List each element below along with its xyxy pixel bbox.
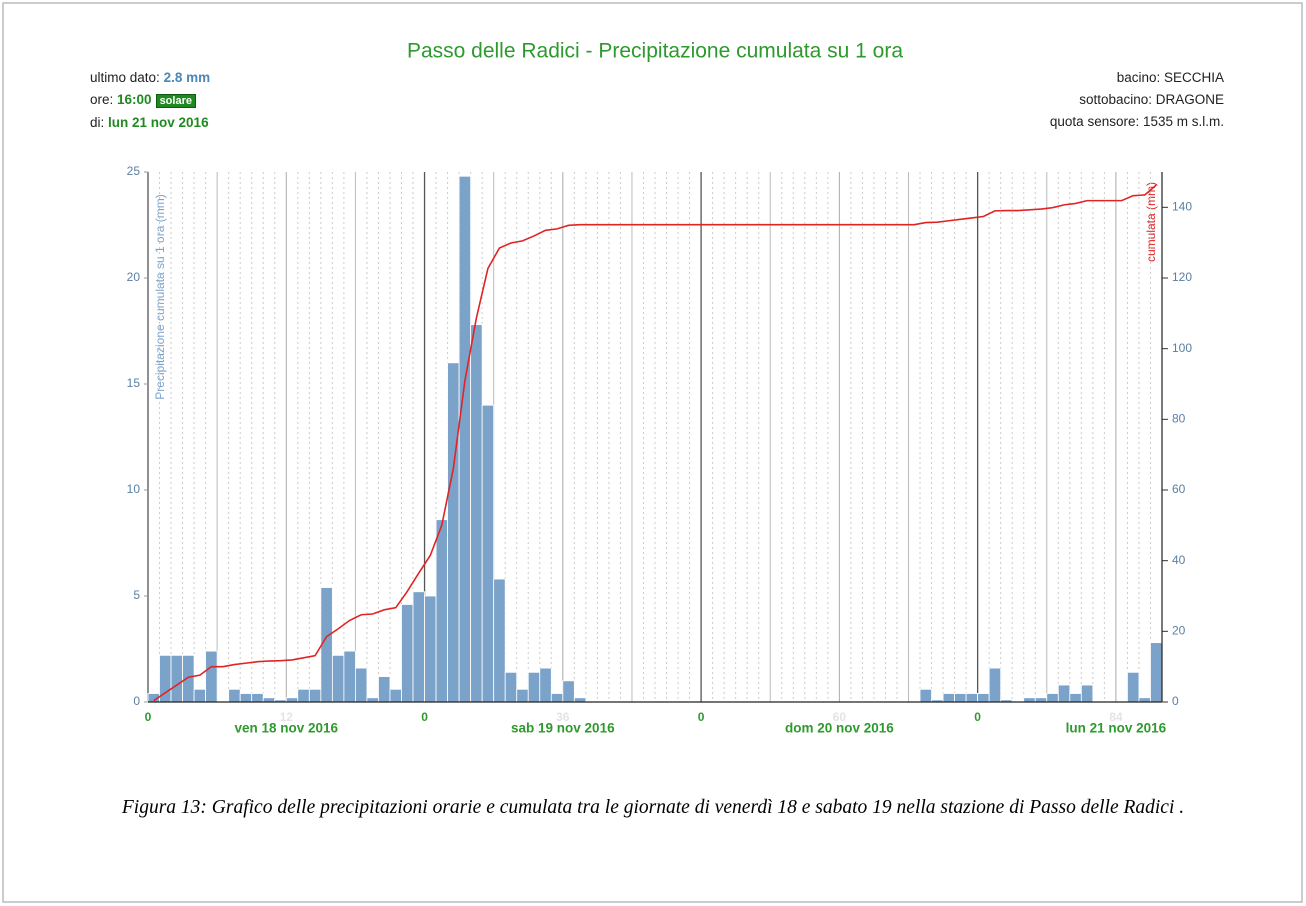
bar xyxy=(1023,697,1036,703)
x-tick-label: 60 xyxy=(833,710,847,724)
bar xyxy=(539,667,552,703)
bar xyxy=(239,693,253,703)
value: lun 21 nov 2016 xyxy=(108,115,209,130)
x-tick-label: 0 xyxy=(421,710,428,724)
bar xyxy=(550,693,564,703)
bar xyxy=(1034,697,1048,703)
bar xyxy=(308,688,322,703)
bar xyxy=(424,595,437,703)
bar xyxy=(527,671,541,703)
y2-tick-label: 60 xyxy=(1172,482,1186,496)
bar xyxy=(1080,684,1094,703)
y-tick-label: 10 xyxy=(127,482,141,496)
bar xyxy=(516,688,529,703)
label: ultimo dato: xyxy=(90,70,160,85)
bar xyxy=(573,697,587,703)
bar xyxy=(435,519,448,703)
bar xyxy=(182,654,195,703)
y2-tick-label: 100 xyxy=(1172,341,1192,355)
y2-tick-label: 40 xyxy=(1172,553,1186,567)
x-tick-label: 12 xyxy=(280,710,294,724)
chart-title: Passo delle Radici - Precipitazione cumu… xyxy=(407,40,903,63)
label: ore: xyxy=(90,92,114,107)
x-tick-label: 0 xyxy=(698,710,705,724)
value: 2.8 mm xyxy=(163,70,211,85)
bar xyxy=(366,697,379,703)
y-tick-label: 25 xyxy=(127,164,141,178)
bar xyxy=(228,688,241,703)
bar xyxy=(481,404,495,703)
bar xyxy=(262,697,276,703)
bar xyxy=(331,654,345,703)
y2-tick-label: 120 xyxy=(1172,270,1192,284)
bar xyxy=(297,688,310,703)
header-right: bacino: SECCHIA sottobacino: DRAGONE quo… xyxy=(1050,67,1224,133)
value: 16:00 xyxy=(117,92,152,107)
hour: ore: 16:00 solare xyxy=(90,89,210,112)
bar xyxy=(977,693,990,703)
bar xyxy=(919,688,932,703)
caption: Figura 13: Grafico delle precipitazioni … xyxy=(121,797,1185,818)
day-label: dom 20 nov 2016 xyxy=(785,721,894,736)
x-tick-label: 36 xyxy=(556,710,570,724)
badge: solare xyxy=(155,94,196,108)
day-label: lun 21 nov 2016 xyxy=(1066,721,1167,736)
bar xyxy=(1150,642,1163,703)
y2-tick-label: 20 xyxy=(1172,624,1186,638)
date: di: lun 21 nov 2016 xyxy=(90,112,210,134)
x-tick-label: 84 xyxy=(1109,710,1123,724)
info: sottobacino: DRAGONE xyxy=(1079,92,1224,107)
bar xyxy=(965,693,979,703)
line xyxy=(153,184,1157,702)
bar xyxy=(954,693,967,703)
y2-tick-label: 80 xyxy=(1172,412,1186,426)
bar xyxy=(170,654,183,703)
bar xyxy=(942,693,955,703)
x-tick-label: 0 xyxy=(974,710,981,724)
bar xyxy=(1046,693,1059,703)
bar xyxy=(470,324,483,703)
y-tick-label: 5 xyxy=(133,588,140,602)
info: bacino: SECCHIA xyxy=(1116,70,1224,85)
bar xyxy=(285,697,299,703)
bar xyxy=(493,578,506,703)
y-tick-label: 0 xyxy=(133,694,140,708)
header-left: ultimo dato: 2.8 mm ore: 16:00 solare di:… xyxy=(90,67,210,134)
y2-tick-label: 140 xyxy=(1172,200,1192,214)
bar xyxy=(412,591,425,703)
y2-tick-label: 0 xyxy=(1172,694,1179,708)
bar xyxy=(389,688,402,703)
day-label: ven 18 nov 2016 xyxy=(234,721,338,736)
last-data: ultimo dato: 2.8 mm xyxy=(90,67,210,89)
bar xyxy=(401,604,414,703)
bar xyxy=(1057,684,1071,703)
y2-axis-label: cumulata (mm) xyxy=(1144,182,1158,262)
bar xyxy=(251,693,264,703)
bar xyxy=(343,650,356,703)
label: di: xyxy=(90,115,105,130)
y-axis-label: Precipitazione cumulata su 1 ora (mm) xyxy=(153,194,167,399)
bar xyxy=(458,175,472,703)
bar xyxy=(1138,697,1151,703)
bar xyxy=(193,688,207,703)
bar xyxy=(205,650,218,703)
bar xyxy=(447,362,460,703)
info: quota sensore: 1535 m s.l.m. xyxy=(1049,114,1224,129)
y-tick-label: 15 xyxy=(127,376,141,390)
bar xyxy=(988,667,1002,703)
bar xyxy=(504,671,518,703)
bar xyxy=(355,667,368,703)
x-tick-label: 0 xyxy=(145,710,152,724)
bar xyxy=(378,676,391,703)
y-tick-label: 20 xyxy=(127,270,141,284)
day-label: sab 19 nov 2016 xyxy=(511,721,615,736)
bar xyxy=(1127,671,1140,703)
bar xyxy=(1069,693,1082,703)
bar xyxy=(562,680,575,703)
